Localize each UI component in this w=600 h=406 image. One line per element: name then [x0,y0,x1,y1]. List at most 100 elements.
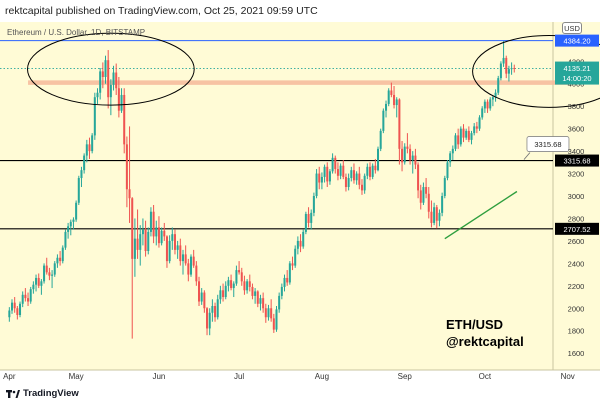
candle-body [352,170,355,181]
candle-body [449,153,452,163]
candle-body [147,231,150,252]
candle-body [286,277,289,283]
candle-body [315,173,318,196]
candle-body [398,99,401,149]
currency-badge[interactable]: USD [562,22,582,34]
candle-body [56,257,59,264]
x-tick-label: Sep [398,372,413,381]
candle-body [502,57,505,64]
candle-body [459,128,462,145]
candle-body [491,97,494,100]
candle-body [395,99,398,106]
candle-body [278,295,281,310]
candle-body [152,211,155,237]
candle-body [51,274,54,276]
candle-body [99,71,102,93]
candle-body [37,277,40,286]
candle-body [254,291,257,296]
candle-body [320,176,323,183]
candle-body [101,71,104,78]
candle-body [19,303,22,315]
candle-body [149,211,152,232]
candle-body [206,308,209,329]
watermark-pair: ETH/USD [446,317,504,332]
candle-body [259,298,262,304]
candle-body [366,166,369,176]
candle-body [27,298,30,302]
candle-body [224,285,227,298]
candle-body [438,212,441,221]
symbol-title[interactable]: Ethereum / U.S. Dollar, 1D, BITSTAMP [7,28,146,37]
candle-body [88,144,91,152]
candle-body [350,170,353,179]
chart-area[interactable]: 3315.68 1600 1800 2000 2200 2400 2600 2800 3000 3… [0,22,600,384]
x-tick-label: Jul [234,372,244,381]
price-chart[interactable]: 3315.68 1600 1800 2000 2200 2400 2600 2800 3000 3… [0,22,600,384]
candle-body [216,299,219,318]
candle-body [208,312,211,329]
candle-body [219,290,222,300]
candle-body [43,265,46,282]
candle-body [136,238,139,250]
y-tick-label: 3800 [568,102,585,111]
candle-body [387,90,390,104]
candle-body [283,277,286,287]
candle-body [457,135,460,145]
candle-body [83,155,86,171]
candle-body [80,170,83,179]
x-tick-label: Jun [152,372,165,381]
candle-body [24,294,27,299]
candle-body [475,126,478,129]
candle-body [323,166,326,177]
candle-body [368,166,372,177]
green-trendline [444,190,518,240]
candle-body [358,173,361,185]
candle-body [355,173,358,181]
candle-body [427,193,430,212]
candle-body [251,286,254,296]
current-price-label: 4135.21 [563,64,590,73]
candle-body [299,240,302,247]
candle-body [155,227,158,237]
tradingview-brand[interactable]: TradingView [6,388,79,399]
candle-body [230,280,233,289]
candle-body [227,280,230,286]
candle-body [344,176,347,188]
candle-body [419,190,422,203]
candle-body [32,284,35,290]
candle-body [187,263,190,275]
candle-body [163,230,166,237]
callout-box [526,136,570,152]
candle-body [342,165,345,177]
candle-body [107,60,110,98]
candle-body [176,245,179,250]
candle-body [433,207,436,223]
candle-body [376,148,380,171]
candle-body [417,164,420,191]
candle-body [171,234,174,241]
level-badge-0 [555,34,599,47]
candle-body [481,108,484,118]
watermark: ETH/USD @rektcapital [446,316,524,350]
candle-body [125,144,128,190]
publish-line: rektcapital published on TradingView.com… [0,0,600,22]
y-tick-label: 3400 [568,147,585,156]
y-tick-label: 2600 [568,237,585,246]
candle-body [382,110,385,131]
candle-body [443,178,446,196]
candle-body [486,101,489,109]
level-badge-1 [555,154,599,167]
candle-body [288,263,291,283]
candle-body [331,157,334,172]
candle-body [144,229,147,252]
candle-body [238,270,241,273]
resistance-band [28,80,576,85]
candle-body [96,92,99,98]
candle-body [510,68,513,70]
candle-body [85,144,88,156]
candle-body [371,165,374,177]
candle-body [48,272,51,276]
candle-body [393,94,396,106]
candle-body [470,133,473,140]
candle-body [435,207,438,221]
